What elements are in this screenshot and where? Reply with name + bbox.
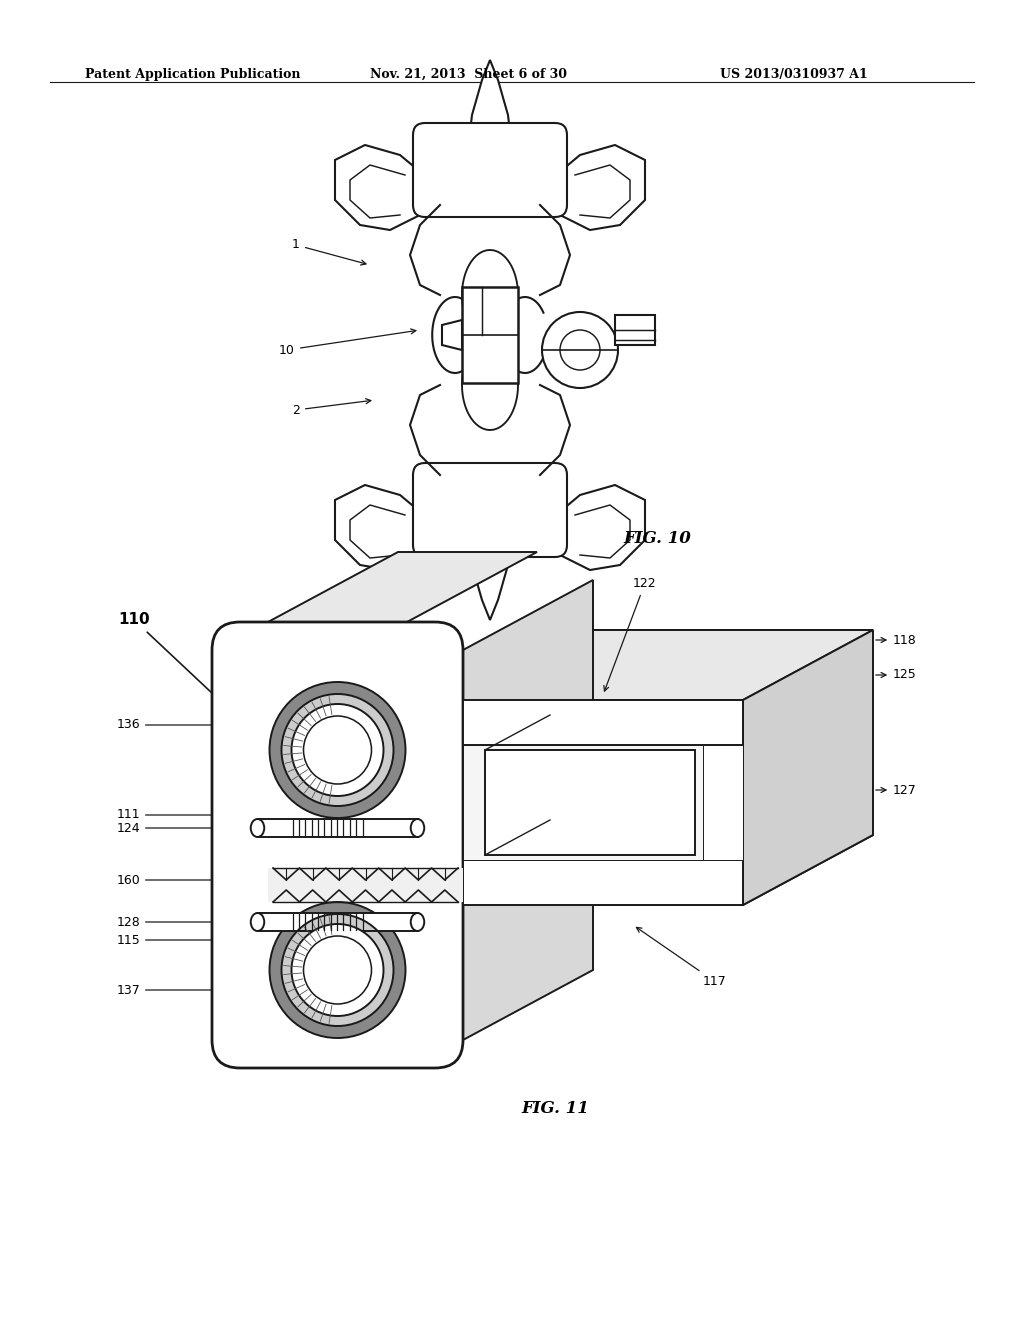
Circle shape [269,902,406,1038]
Text: 124: 124 [117,821,230,834]
Text: 115: 115 [117,933,230,946]
Polygon shape [463,630,873,700]
Text: 2: 2 [292,399,371,417]
Circle shape [282,694,393,807]
Polygon shape [463,630,873,700]
Circle shape [560,330,600,370]
Text: 111: 111 [117,808,230,821]
FancyBboxPatch shape [413,123,567,216]
Polygon shape [468,531,512,620]
Polygon shape [463,744,743,861]
Ellipse shape [411,913,424,931]
Polygon shape [468,59,512,150]
Text: 127: 127 [876,784,916,796]
Polygon shape [485,750,695,855]
Text: 110: 110 [119,612,226,706]
Polygon shape [257,818,418,837]
Text: 161: 161 [497,875,571,898]
Text: 118: 118 [876,634,916,647]
Text: 117: 117 [637,928,727,987]
Text: 160: 160 [117,874,230,887]
Polygon shape [743,630,873,906]
Text: 125: 125 [876,668,916,681]
Polygon shape [268,869,463,902]
Polygon shape [463,700,743,744]
Text: 163: 163 [507,920,571,933]
Text: FIG. 10: FIG. 10 [623,531,691,546]
Polygon shape [335,484,430,570]
Polygon shape [550,484,645,570]
Polygon shape [442,319,462,350]
Ellipse shape [251,818,264,837]
Text: 136: 136 [117,718,230,731]
Circle shape [292,704,384,796]
Ellipse shape [411,818,424,837]
Polygon shape [550,145,645,230]
Circle shape [282,913,393,1026]
Text: 10: 10 [280,329,416,356]
Circle shape [292,924,384,1016]
Circle shape [303,936,372,1005]
Text: FIG. 11: FIG. 11 [521,1100,589,1117]
FancyBboxPatch shape [413,463,567,557]
Text: 1: 1 [292,239,366,265]
Text: US 2013/0310937 A1: US 2013/0310937 A1 [720,69,867,81]
Circle shape [269,682,406,818]
Polygon shape [463,829,535,902]
Circle shape [542,312,618,388]
Polygon shape [615,315,655,345]
Text: 137: 137 [117,983,230,997]
Ellipse shape [251,913,264,931]
Polygon shape [257,913,418,931]
Text: 122: 122 [604,577,656,692]
Text: 119: 119 [372,577,429,590]
Text: 128: 128 [117,916,230,928]
Text: 162: 162 [507,900,571,913]
FancyBboxPatch shape [212,622,463,1068]
Text: Nov. 21, 2013  Sheet 6 of 30: Nov. 21, 2013 Sheet 6 of 30 [370,69,567,81]
Polygon shape [463,579,593,1040]
Polygon shape [463,744,703,861]
Text: Patent Application Publication: Patent Application Publication [85,69,300,81]
Text: 113: 113 [330,577,379,632]
Polygon shape [268,552,537,622]
Polygon shape [463,836,873,906]
Circle shape [303,715,372,784]
Polygon shape [335,145,430,230]
Polygon shape [462,286,518,383]
Polygon shape [463,861,743,906]
